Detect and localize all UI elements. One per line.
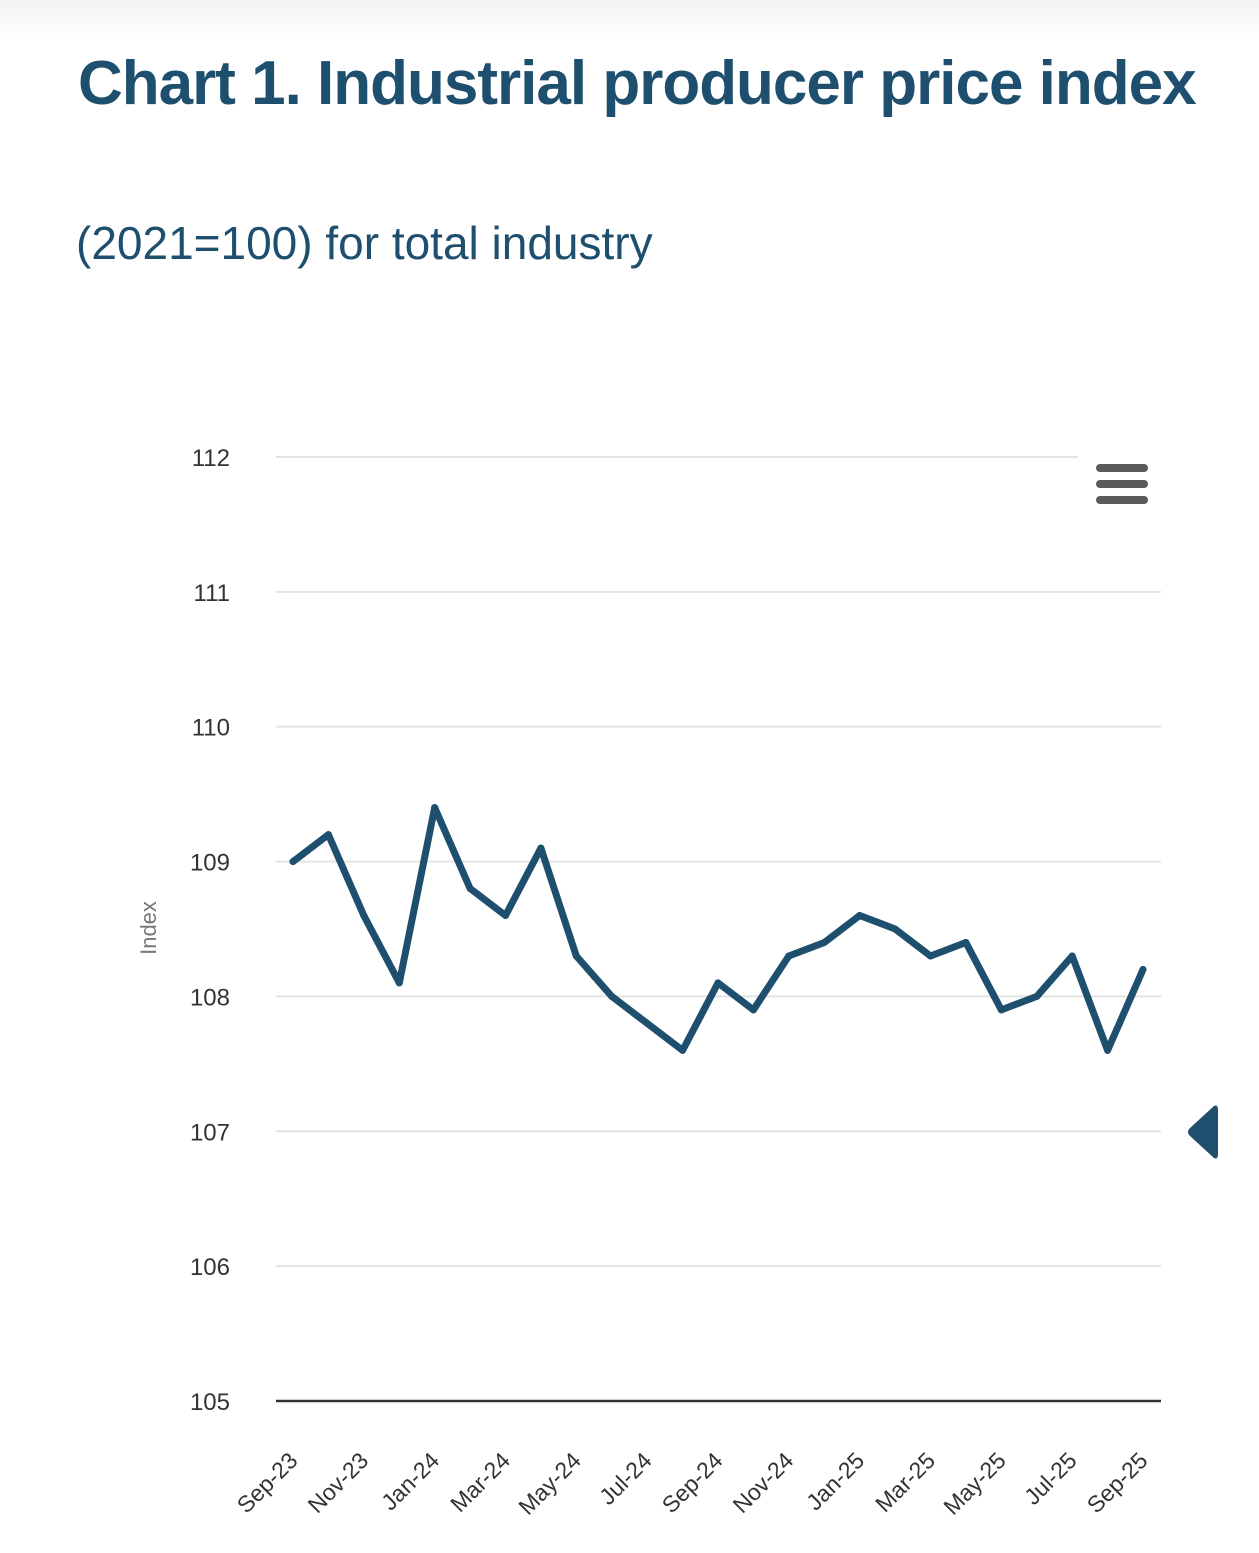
data-point bbox=[289, 858, 297, 866]
data-point bbox=[1139, 965, 1147, 973]
left-arrow-button[interactable] bbox=[1184, 1102, 1220, 1162]
x-tick-label: Jul-25 bbox=[1019, 1447, 1082, 1510]
data-point bbox=[466, 885, 474, 893]
x-tick-label: Jul-24 bbox=[594, 1447, 657, 1510]
x-tick-label: Jan-25 bbox=[801, 1447, 869, 1515]
x-tick-label: May-25 bbox=[938, 1447, 1011, 1520]
y-tick-label: 107 bbox=[190, 1119, 230, 1146]
series-layer bbox=[289, 804, 1147, 1054]
left-triangle-arrow-icon bbox=[1188, 1105, 1218, 1159]
y-tick-label: 110 bbox=[192, 715, 230, 742]
y-tick-label: 106 bbox=[190, 1254, 230, 1281]
data-point bbox=[891, 925, 899, 933]
data-point bbox=[537, 844, 545, 852]
y-tick-label: 112 bbox=[192, 445, 230, 472]
x-tick-label: Nov-24 bbox=[728, 1447, 799, 1518]
x-tick-label: Sep-24 bbox=[657, 1447, 728, 1518]
data-point bbox=[679, 1046, 687, 1054]
y-tick-label: 105 bbox=[190, 1389, 230, 1416]
data-point bbox=[395, 979, 403, 987]
x-tick-label: Mar-24 bbox=[445, 1447, 515, 1517]
series-line bbox=[289, 804, 1147, 1054]
data-point bbox=[997, 1006, 1005, 1014]
data-point bbox=[785, 952, 793, 960]
x-tick-label: May-24 bbox=[513, 1447, 586, 1520]
x-tick-label: Nov-23 bbox=[303, 1447, 374, 1518]
data-point bbox=[1033, 992, 1041, 1000]
y-axis-ticks: 105 106 107 108 109 110 111 112 bbox=[190, 445, 230, 1416]
data-point bbox=[608, 992, 616, 1000]
data-point bbox=[962, 938, 970, 946]
data-point bbox=[572, 952, 580, 960]
data-point bbox=[927, 952, 934, 960]
data-point bbox=[431, 804, 439, 812]
data-point bbox=[820, 938, 828, 946]
x-tick-label: Mar-25 bbox=[870, 1447, 940, 1517]
data-point bbox=[856, 912, 864, 920]
data-point bbox=[1068, 952, 1076, 960]
y-tick-label: 108 bbox=[190, 984, 230, 1011]
data-point bbox=[324, 831, 332, 839]
chart-title: Chart 1. Industrial producer price index bbox=[78, 49, 1197, 118]
data-point bbox=[502, 912, 509, 920]
x-tick-label: Jan-24 bbox=[376, 1447, 444, 1515]
data-point bbox=[714, 979, 722, 987]
data-point bbox=[643, 1019, 651, 1027]
y-tick-label: 109 bbox=[190, 850, 230, 877]
data-point bbox=[749, 1006, 757, 1014]
x-tick-label: Sep-25 bbox=[1082, 1447, 1153, 1518]
data-point bbox=[360, 912, 368, 920]
y-axis-label: Index bbox=[136, 901, 161, 955]
top-shadow bbox=[0, 0, 1259, 40]
data-point bbox=[1104, 1046, 1112, 1054]
chart-subtitle: (2021=100) for total industry bbox=[76, 217, 653, 269]
chart-menu-button[interactable] bbox=[1092, 460, 1152, 508]
y-tick-label: 111 bbox=[194, 580, 230, 607]
x-tick-label: Sep-23 bbox=[232, 1447, 303, 1518]
